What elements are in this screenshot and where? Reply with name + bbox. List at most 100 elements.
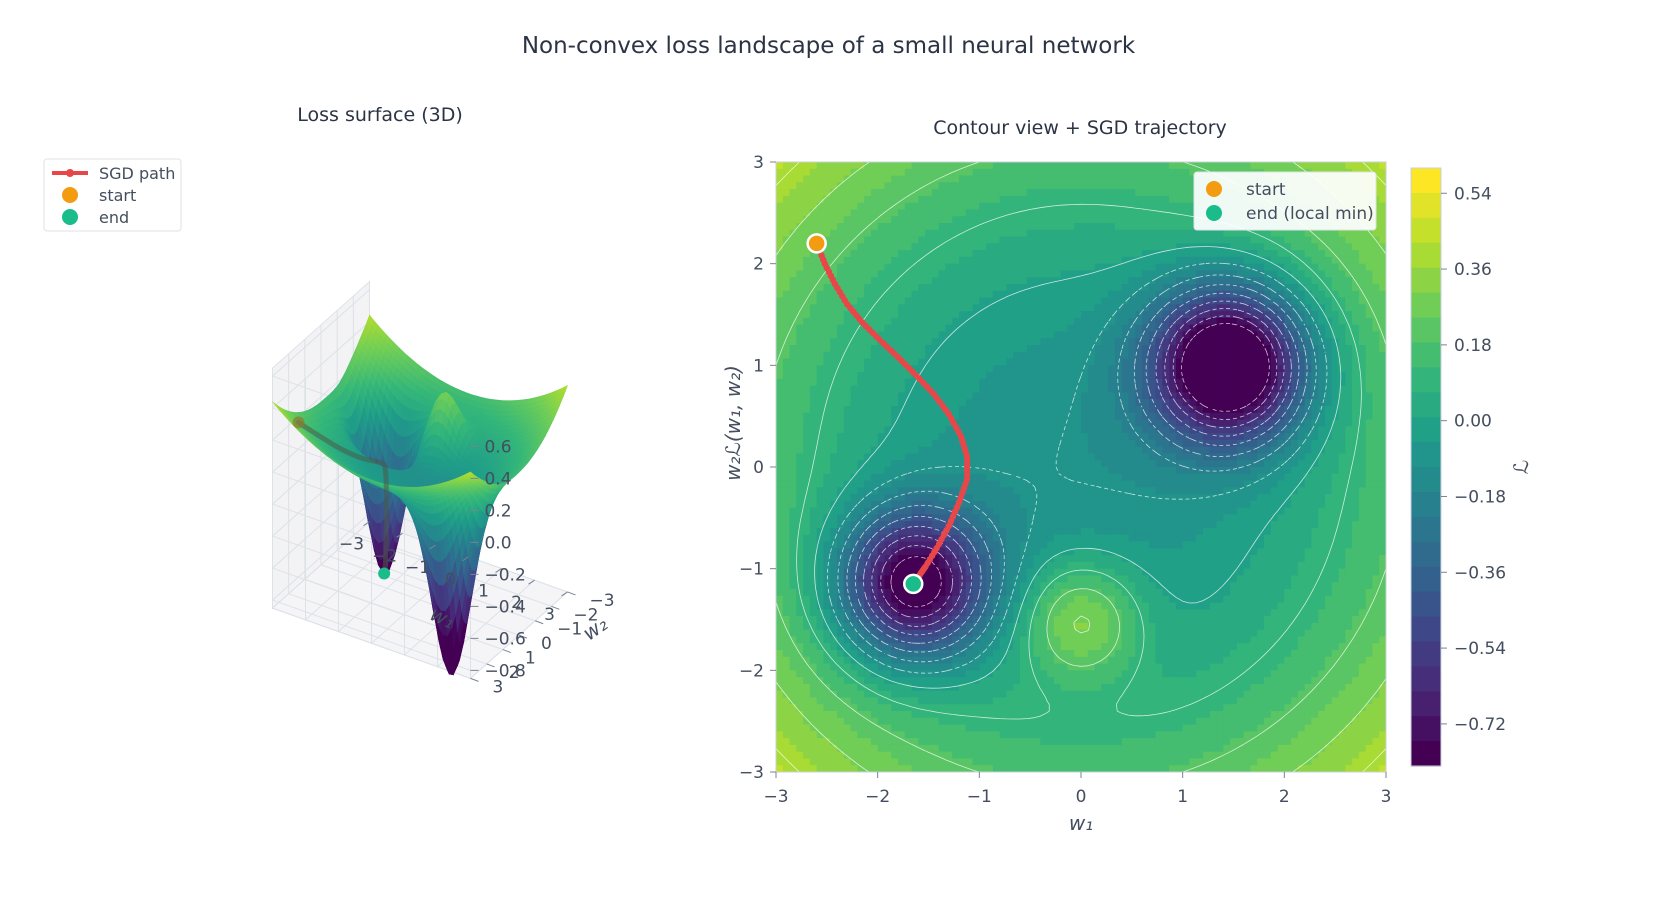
contour-cell <box>1291 317 1299 326</box>
contour-cell <box>1060 284 1069 292</box>
contour-cell <box>1379 324 1386 333</box>
contour-cell <box>1209 338 1218 346</box>
contour-cell <box>796 168 804 177</box>
contour-cell <box>870 277 879 285</box>
contour-cell <box>1026 168 1035 177</box>
contour-cell <box>1230 263 1238 272</box>
contour-cell <box>1358 256 1367 265</box>
contour-cell <box>864 290 872 299</box>
contour-cell <box>898 195 906 204</box>
contour-cell <box>857 243 865 251</box>
contour-cell <box>1026 270 1035 278</box>
contour-cell <box>1372 317 1380 326</box>
contour-cell <box>1013 182 1021 190</box>
contour-cell <box>965 270 974 278</box>
contour-cell <box>1270 345 1279 353</box>
contour-cell <box>1203 311 1211 319</box>
contour-cell <box>1358 229 1367 238</box>
contour-cell <box>972 324 980 333</box>
contour-cell <box>1338 338 1346 346</box>
contour-cell <box>911 182 919 190</box>
contour-cell <box>1209 250 1218 258</box>
contour-cell <box>1365 284 1374 292</box>
contour-cell <box>1345 270 1353 278</box>
contour-cell <box>1020 284 1028 292</box>
contour-cell <box>1236 236 1245 244</box>
contour-cell <box>1020 182 1028 190</box>
contour-cell <box>782 290 791 299</box>
contour-cell <box>1026 182 1035 190</box>
contour-cell <box>870 338 879 346</box>
contour-cell <box>1101 317 1109 326</box>
contour-cell <box>1189 277 1197 285</box>
contour-cell <box>1189 284 1197 292</box>
contour-cell <box>1020 229 1028 238</box>
contour-cell <box>1013 195 1021 204</box>
contour-cell <box>870 290 879 299</box>
contour-cell <box>1128 202 1136 211</box>
contour-cell <box>1074 277 1082 285</box>
contour-cell <box>796 256 804 265</box>
contour-cell <box>1345 277 1353 285</box>
contour-cell <box>1379 311 1386 319</box>
contour-cell <box>1230 229 1238 238</box>
contour-cell <box>776 216 784 224</box>
contour-cell <box>870 229 879 238</box>
contour-cell <box>796 250 804 258</box>
contour-cell <box>1148 304 1157 312</box>
contour-cell <box>945 345 953 353</box>
contour-cell <box>857 345 865 353</box>
contour-cell <box>952 182 960 190</box>
contour-cell <box>1169 216 1177 224</box>
contour-cell <box>823 290 831 299</box>
contour-cell <box>1114 290 1123 299</box>
contour-cell <box>1067 297 1075 305</box>
contour-cell <box>1277 338 1285 346</box>
contour-cell <box>1175 290 1184 299</box>
contour-cell <box>1162 243 1170 251</box>
contour-cell <box>979 324 987 333</box>
contour-cell <box>972 236 980 244</box>
contour-cell <box>938 290 947 299</box>
contour-cell <box>986 168 994 177</box>
contour-cell <box>1081 351 1089 360</box>
contour-cell <box>904 297 913 305</box>
contour-cell <box>1223 229 1231 238</box>
contour-cell <box>986 304 994 312</box>
contour-cell <box>870 270 879 278</box>
contour-cell <box>1358 338 1367 346</box>
contour-cell <box>1196 162 1204 170</box>
contour-cell <box>945 189 953 197</box>
contour-cell <box>891 236 899 244</box>
contour-cell <box>952 311 960 319</box>
contour-cell <box>1196 229 1204 238</box>
contour-cell <box>1284 263 1292 272</box>
surface-start-marker <box>292 416 305 429</box>
contour-cell <box>891 229 899 238</box>
contour-cell <box>1006 162 1014 170</box>
contour-cell <box>823 256 831 265</box>
contour-cell <box>830 270 838 278</box>
contour-cell <box>972 202 980 211</box>
contour-cell <box>1297 297 1306 305</box>
contour-cell <box>1352 270 1360 278</box>
contour-cell <box>1216 229 1224 238</box>
contour-cell <box>843 324 852 333</box>
contour-cell <box>986 345 994 353</box>
contour-cell <box>1182 216 1191 224</box>
contour-cell <box>918 311 926 319</box>
contour-cell <box>1236 338 1245 346</box>
contour-cell <box>1060 168 1069 177</box>
contour-cell <box>979 290 987 299</box>
contour-cell <box>1169 317 1177 326</box>
contour-cell <box>816 284 825 292</box>
contour-cell <box>891 297 899 305</box>
contour-cell <box>877 331 886 339</box>
contour-cell <box>1189 250 1197 258</box>
contour-cell <box>816 209 825 217</box>
contour-cell <box>1142 290 1150 299</box>
contour-cell <box>1135 223 1143 231</box>
contour-cell <box>1297 324 1306 333</box>
contour-cell <box>796 297 804 305</box>
surface-facet <box>465 471 474 477</box>
